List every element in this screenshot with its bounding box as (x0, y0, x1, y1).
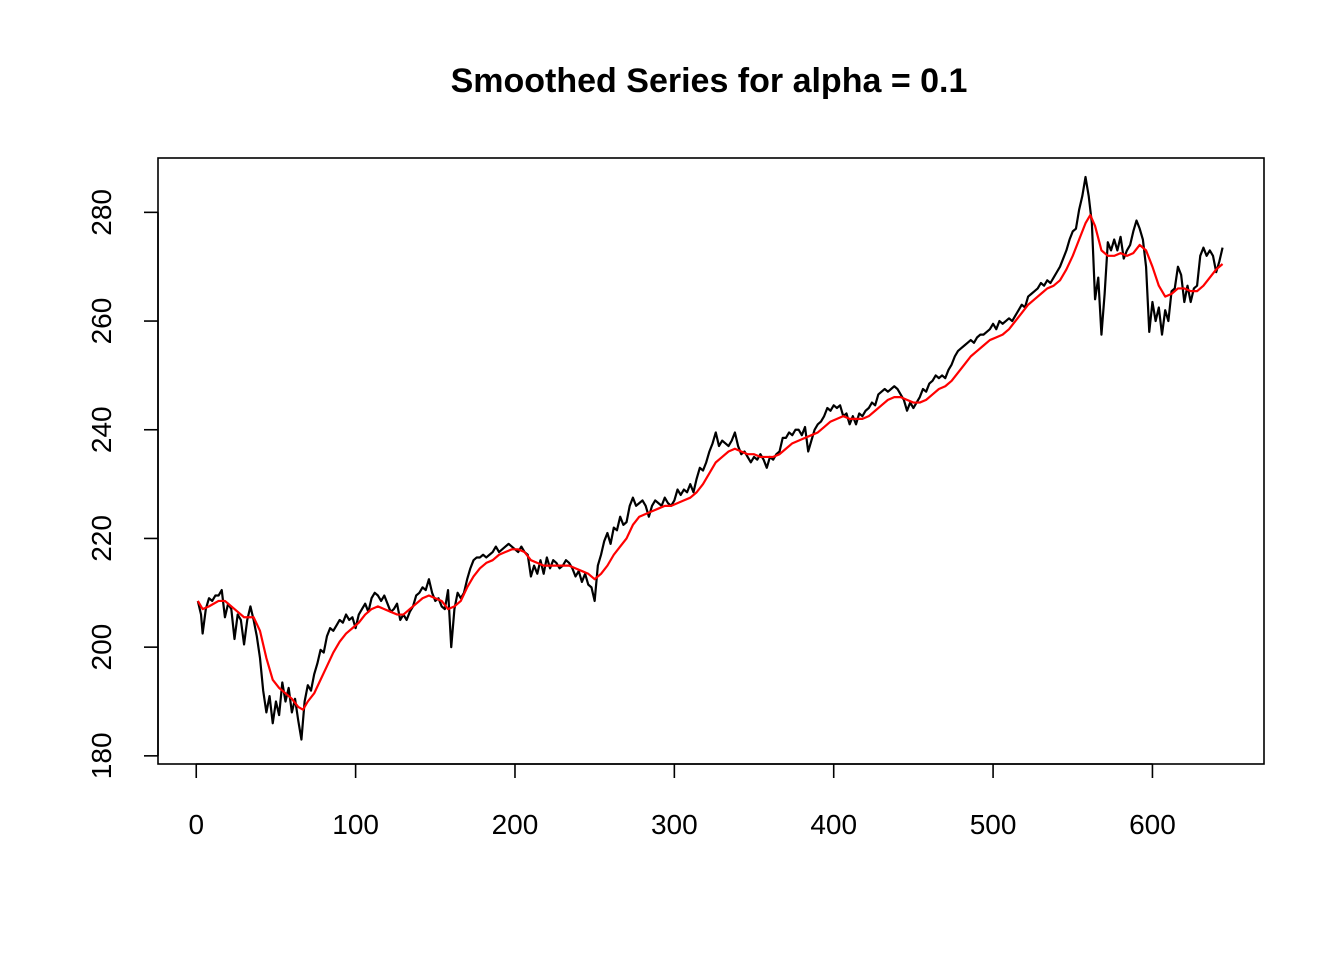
plot-area (196, 175, 1224, 741)
y-tick-label: 260 (86, 298, 117, 345)
observed-series-line (196, 175, 1224, 741)
x-tick-label: 200 (492, 809, 539, 840)
y-tick-label: 200 (86, 624, 117, 671)
smoothed-series-line (196, 213, 1224, 711)
y-tick-label: 220 (86, 515, 117, 562)
x-tick-label: 400 (810, 809, 857, 840)
y-tick-label: 280 (86, 189, 117, 236)
x-axis: 0 100 200 300 400 500 600 (188, 763, 1176, 840)
y-tick-label: 180 (86, 732, 117, 779)
x-tick-label: 0 (188, 809, 204, 840)
y-tick-label: 240 (86, 406, 117, 453)
x-tick-label: 100 (332, 809, 379, 840)
chart-title: Smoothed Series for alpha = 0.1 (451, 62, 968, 100)
x-tick-label: 300 (651, 809, 698, 840)
x-tick-label: 600 (1129, 809, 1176, 840)
x-tick-label: 500 (970, 809, 1017, 840)
y-axis: 180 200 220 240 260 280 (86, 189, 159, 779)
